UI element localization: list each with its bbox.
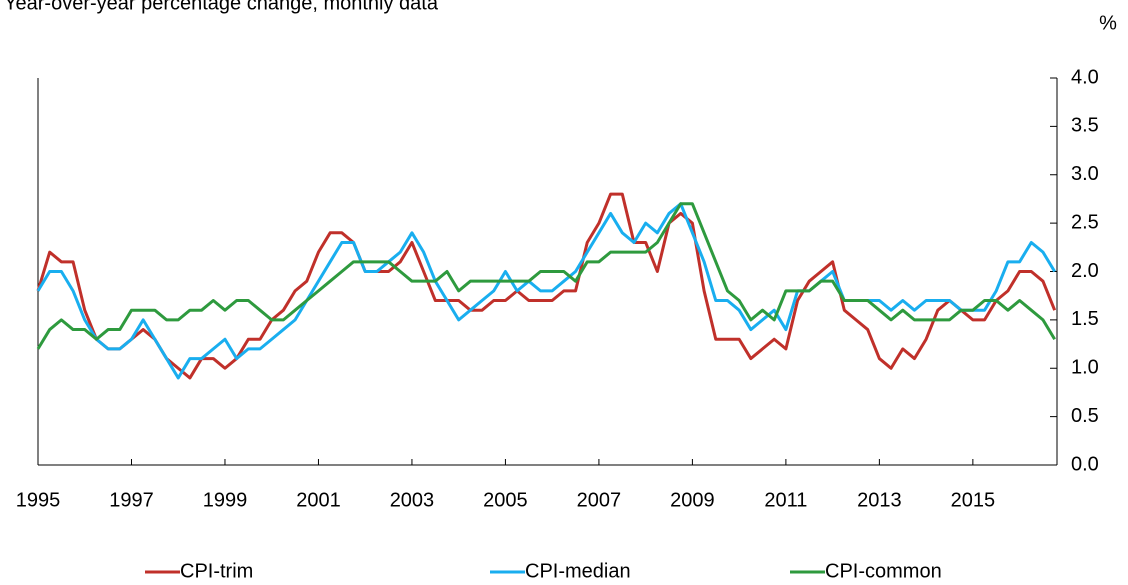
x-tick-label: 2005 [483,489,528,511]
x-tick-label: 2015 [951,489,996,511]
y-tick-label: 1.0 [1071,357,1099,379]
legend-label: CPI-common [825,560,942,582]
x-tick-label: 1997 [109,489,154,511]
line-series [36,192,1057,380]
x-tick-label: 2011 [764,489,807,511]
x-tick-label: 2013 [857,489,902,511]
legend-label: CPI-trim [180,560,253,582]
x-tick-label: 2009 [670,489,715,511]
y-unit: % [1099,12,1117,34]
line-series [36,202,1056,380]
x-tick-label: 2007 [577,489,622,511]
y-tick-label: 3.0 [1071,163,1099,185]
y-tick-label: 2.5 [1071,211,1099,233]
y-tick-label: 0.5 [1071,405,1099,427]
x-tick-label: 1995 [16,489,61,511]
chart-subtitle: Year-over-year percentage change, monthl… [4,0,439,14]
x-tick-label: 2001 [296,489,341,511]
y-tick-label: 2.0 [1071,260,1099,282]
x-tick-label: 1999 [203,489,248,511]
y-tick-label: 4.0 [1071,66,1099,88]
legend-label: CPI-median [525,560,631,582]
line-series [36,202,1056,350]
y-tick-label: 1.5 [1071,308,1099,330]
y-tick-label: 3.5 [1071,115,1099,137]
x-tick-label: 2003 [390,489,435,511]
y-tick-label: 0.0 [1071,453,1099,475]
